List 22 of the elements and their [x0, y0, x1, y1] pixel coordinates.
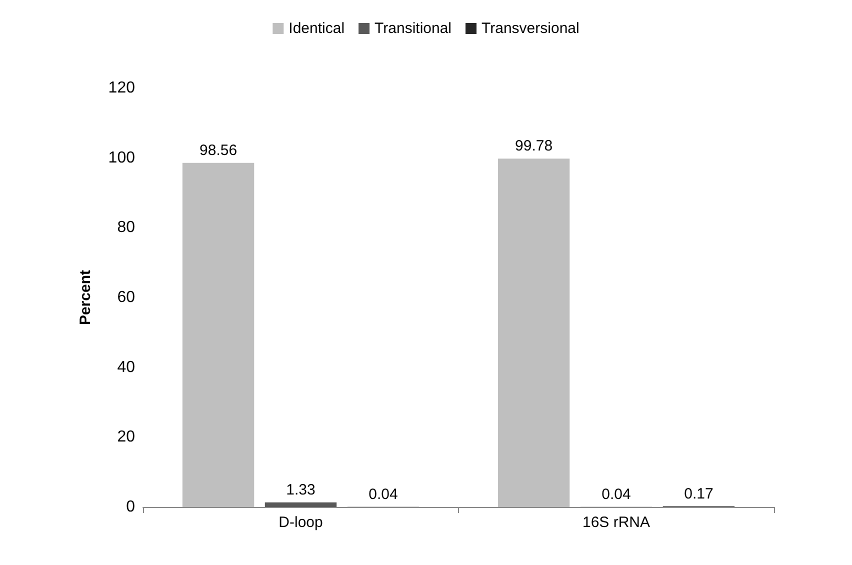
y-tick-label: 100: [108, 149, 136, 166]
y-axis-title: Percent: [77, 270, 94, 326]
x-tick-label: 16S rRNA: [582, 514, 650, 531]
data-label: 99.78: [515, 138, 553, 155]
legend-label: Identical: [288, 20, 345, 37]
data-label: 0.04: [602, 486, 631, 503]
legend-label: Transversional: [482, 20, 580, 37]
y-tick-label: 80: [117, 219, 136, 236]
x-tick-label: D-loop: [278, 514, 323, 531]
data-label: 98.56: [200, 142, 238, 159]
y-tick-label: 0: [126, 498, 136, 516]
data-label: 0.17: [684, 485, 714, 502]
y-tick-label: 40: [117, 358, 136, 376]
data-label: 0.04: [368, 486, 398, 503]
y-tick-label: 60: [117, 289, 136, 306]
legend-label: Transitional: [374, 20, 452, 37]
data-label: 1.33: [286, 481, 316, 498]
bar: [498, 158, 570, 507]
bar: [264, 502, 337, 507]
y-tick-label: 20: [117, 428, 136, 446]
bar: [182, 162, 254, 507]
y-tick-label: 120: [108, 80, 136, 96]
